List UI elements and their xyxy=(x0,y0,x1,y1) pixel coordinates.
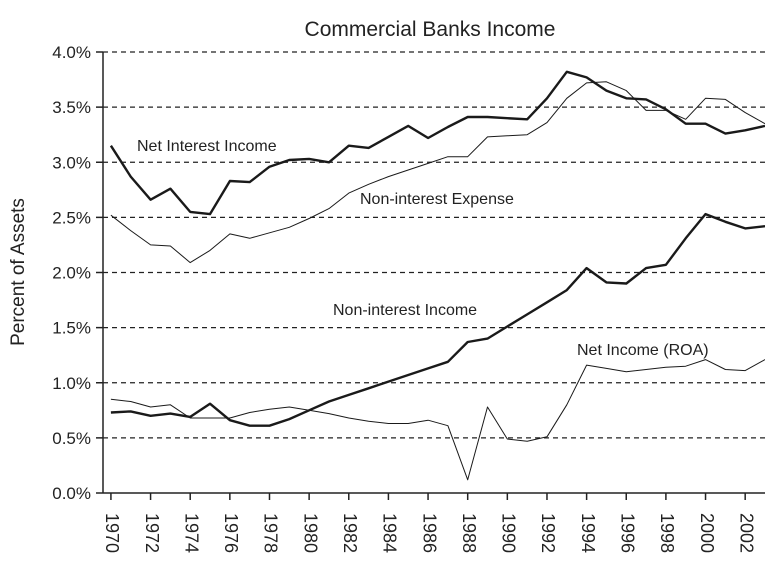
series-line xyxy=(110,359,765,481)
x-tick-label: 1986 xyxy=(419,513,439,553)
x-tick-label: 1998 xyxy=(657,513,677,553)
x-tick-label: 1992 xyxy=(538,513,558,553)
y-tick-label: 2.0% xyxy=(52,264,91,283)
y-tick-label: 2.5% xyxy=(52,208,91,227)
x-tick-label: 1980 xyxy=(300,513,320,553)
series-label: Net Interest Income xyxy=(137,138,277,155)
x-tick-label: 1978 xyxy=(261,513,281,553)
x-tick-label: 2002 xyxy=(736,513,756,553)
x-tick-label: 1976 xyxy=(221,513,241,553)
y-tick-label: 3.0% xyxy=(52,153,91,172)
y-tick-label: 0.5% xyxy=(52,429,91,448)
chart-title: Commercial Banks Income xyxy=(305,18,556,41)
y-tick-label: 3.5% xyxy=(52,98,91,117)
y-axis-label: Percent of Assets xyxy=(8,198,29,346)
x-tick-label: 1974 xyxy=(181,513,201,553)
x-tick-label: 1982 xyxy=(340,513,360,553)
x-tick-label: 1970 xyxy=(102,513,122,553)
series-label: Non-interest Expense xyxy=(360,191,514,208)
y-tick-label: 1.0% xyxy=(52,374,91,393)
series-label: Net Income (ROA) xyxy=(577,342,709,359)
series-label: Non-interest Income xyxy=(333,302,477,319)
y-tick-label: 4.0% xyxy=(52,43,91,62)
x-tick-label: 1994 xyxy=(578,513,598,553)
y-tick-label: 0.0% xyxy=(52,484,91,503)
x-tick-label: 2000 xyxy=(697,513,717,553)
series-line xyxy=(109,70,765,216)
x-tick-label: 1984 xyxy=(380,513,400,553)
x-tick-label: 1990 xyxy=(499,513,519,553)
x-tick-label: 1972 xyxy=(142,513,162,553)
series-line xyxy=(110,212,765,427)
x-tick-label: 1996 xyxy=(618,513,638,553)
series-line xyxy=(110,81,765,264)
y-tick-label: 1.5% xyxy=(52,319,91,338)
x-tick-label: 1988 xyxy=(459,513,479,553)
